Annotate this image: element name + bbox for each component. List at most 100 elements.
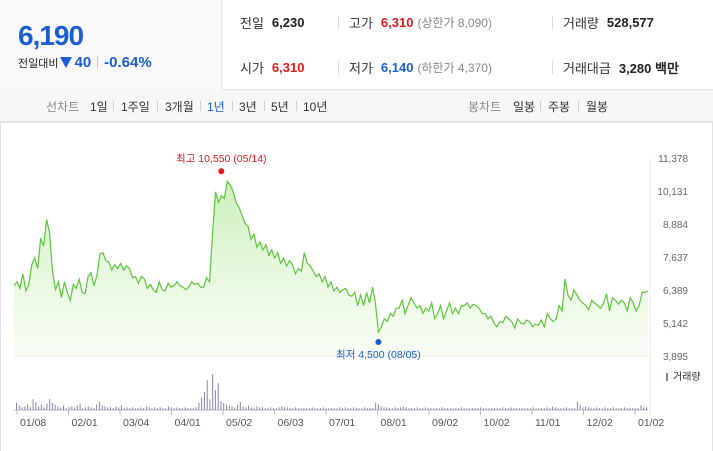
price-chart: 11,378 10,131 8,884 7,637 6,389 5,142 3,895 최고… <box>0 122 713 451</box>
y-axis-ticks: 11,378 10,131 8,884 7,637 6,389 5,142 3,895 <box>657 154 688 363</box>
divider <box>113 101 114 111</box>
tab-3m[interactable]: 3개월 <box>165 100 194 114</box>
tab-1d[interactable]: 1일 <box>90 100 108 114</box>
volume-bar <box>347 408 349 410</box>
volume-bar <box>488 408 490 410</box>
volume-bar <box>378 404 379 410</box>
volume-bar <box>27 404 29 410</box>
volume-bar <box>394 407 396 410</box>
volume-bar <box>524 408 526 410</box>
volume-bar <box>29 407 31 410</box>
open-label: 시가 <box>240 61 264 76</box>
volume-bar <box>610 408 612 410</box>
x-tick-label: 07/01 <box>329 417 355 429</box>
x-tick-label: 06/03 <box>278 417 304 429</box>
volume-bar <box>217 383 219 410</box>
volume-bar <box>206 380 208 410</box>
volume-bar <box>574 408 576 410</box>
volume-bar <box>483 408 484 410</box>
volume-bar <box>615 408 617 410</box>
tab-monthly[interactable]: 월봉 <box>586 100 609 114</box>
volume-label: 거래량 <box>563 16 599 31</box>
volume-bar <box>270 407 272 410</box>
volume-bar <box>292 408 294 410</box>
tab-weekly[interactable]: 주봉 <box>548 100 571 114</box>
tab-5y[interactable]: 5년 <box>271 100 289 114</box>
volume-bar <box>643 407 645 410</box>
volume-bar <box>286 407 288 410</box>
volume-bar <box>306 408 308 410</box>
down-triangle-icon <box>60 57 73 68</box>
volume-bar <box>65 408 67 410</box>
prev-close-value: 6,230 <box>271 15 305 30</box>
volume-bar <box>21 407 23 410</box>
volume-bar <box>460 407 462 410</box>
volume-bar <box>419 408 421 410</box>
chart-annotations: 최고 10,550 (05/14) 최저 4,500 (08/05) <box>176 153 421 361</box>
volume-bar <box>565 407 567 410</box>
volume-bar <box>590 408 592 410</box>
volume-bar <box>295 407 297 410</box>
volume-bar <box>400 407 402 410</box>
volume-bar <box>466 408 468 410</box>
price-area <box>14 181 648 356</box>
x-tick-label: 03/04 <box>123 417 149 429</box>
tab-3y[interactable]: 3년 <box>239 100 257 114</box>
y-tick-label: 6,389 <box>663 286 688 297</box>
volume-bar <box>49 399 51 410</box>
tab-1w[interactable]: 1주일 <box>121 100 150 114</box>
high-annotation: 최고 10,550 (05/14) <box>176 153 267 165</box>
volume-bar <box>607 408 609 410</box>
volume-bar <box>380 406 382 410</box>
volume-bar <box>560 408 562 410</box>
open-value: 6,310 <box>271 60 305 75</box>
volume-legend-swatch <box>666 373 668 381</box>
volume-bar <box>455 408 457 410</box>
volume-bar <box>300 408 302 410</box>
volume-bar <box>201 397 203 410</box>
volume-bar <box>634 408 636 410</box>
tab-10y[interactable]: 10년 <box>303 100 328 114</box>
volume-bar <box>148 407 150 410</box>
high-value: 6,310 <box>380 15 414 30</box>
volume-bar <box>46 403 48 410</box>
volume-bar <box>319 408 321 410</box>
volume-legend: 거래량 <box>673 371 701 383</box>
divider <box>200 101 201 111</box>
stat-grid: 전일 6,230 고가 6,310 (상한가 8,090) 거래량 528,57… <box>222 0 713 90</box>
volume-bar <box>16 402 17 410</box>
volume-bar <box>322 407 324 410</box>
volume-bar <box>57 406 59 410</box>
x-tick-label: 11/01 <box>535 417 561 429</box>
x-tick-label: 01/08 <box>20 417 46 429</box>
volume-bar <box>76 405 78 410</box>
volume-bar <box>63 405 64 410</box>
volume-bar <box>532 407 534 410</box>
candle-chart-label: 봉차트 <box>468 100 502 114</box>
volume-bar <box>176 407 178 410</box>
volume-bar <box>264 408 266 410</box>
volume-bar <box>123 408 125 410</box>
volume-bar <box>596 407 598 410</box>
volume-bar <box>40 404 42 410</box>
volume-bar <box>496 408 498 410</box>
volume-bar <box>308 408 310 410</box>
volume-bar <box>463 408 465 410</box>
x-tick-label: 04/01 <box>175 417 201 429</box>
volume-bar <box>369 408 371 410</box>
volume-bar <box>411 408 413 410</box>
volume-bar <box>203 392 205 410</box>
volume-bar <box>516 408 518 410</box>
volume-bar <box>386 407 388 410</box>
volume-bar <box>529 408 531 410</box>
tab-1y[interactable]: 1년 <box>207 100 225 114</box>
volume-bar <box>521 408 523 410</box>
volume-bar <box>187 408 189 410</box>
volume-bar <box>314 408 316 410</box>
volume-bar <box>612 407 614 410</box>
volume-bar <box>427 408 429 410</box>
volume-bar <box>98 401 100 410</box>
volume-bar <box>38 406 40 410</box>
tab-daily[interactable]: 일봉 <box>513 100 536 114</box>
volume-bar <box>474 408 476 410</box>
